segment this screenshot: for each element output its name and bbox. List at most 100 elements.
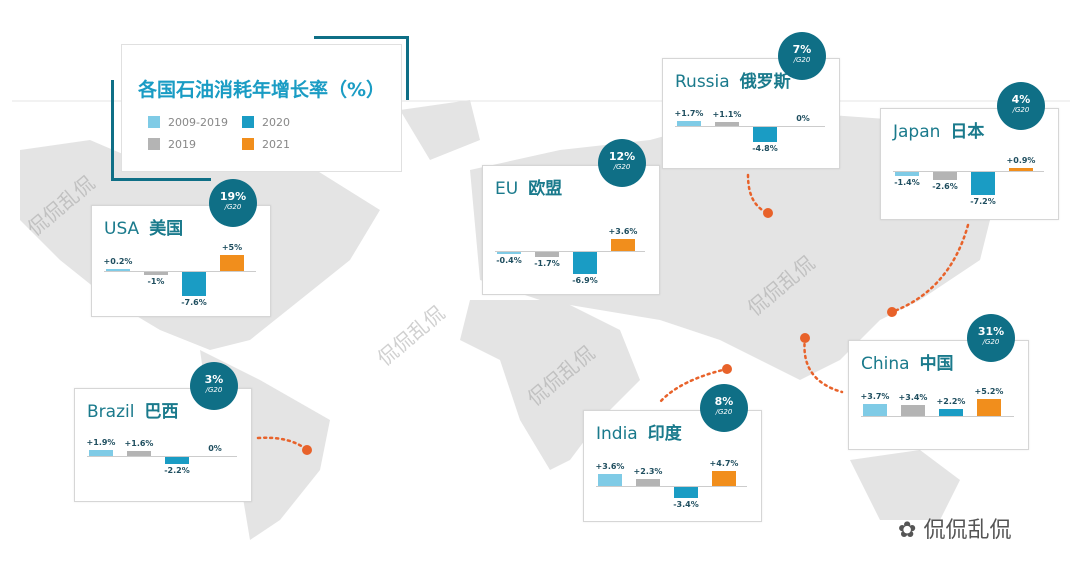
panel-title: Japan 日本 <box>893 117 984 142</box>
bracket-line <box>111 178 211 181</box>
data-label: 0% <box>796 114 810 123</box>
data-label: +1.6% <box>124 438 154 448</box>
country-zh: 俄罗斯 <box>739 72 791 92</box>
country-en: China <box>861 354 910 374</box>
country-en: EU <box>495 179 519 199</box>
location-dot <box>800 333 810 343</box>
bar <box>863 404 887 416</box>
legend: 各国石油消耗年增长率（%） 2009-2019 2020 2019 2021 <box>121 44 402 172</box>
connector-line <box>746 173 770 215</box>
bar <box>182 272 206 297</box>
panel-title: China 中国 <box>861 349 954 374</box>
panel-russia: Russia 俄罗斯 +1.7% +1.1% -4.8% 0% <box>662 58 840 169</box>
bar <box>712 470 736 486</box>
data-label: 0% <box>208 444 222 453</box>
data-label: -3.4% <box>673 499 699 509</box>
bar <box>1009 168 1033 171</box>
data-label: +3.7% <box>860 392 890 402</box>
panel-title: USA 美国 <box>104 214 183 239</box>
country-en: Russia <box>675 72 730 92</box>
share-badge: 7%/G20 <box>778 32 826 80</box>
baseline <box>861 416 1014 417</box>
bar <box>573 252 597 275</box>
legend-item: 2009-2019 <box>148 116 228 129</box>
location-dot <box>763 208 773 218</box>
bar <box>901 405 925 416</box>
bar <box>674 487 698 498</box>
country-zh: 日本 <box>950 122 985 142</box>
bar <box>636 478 660 486</box>
panel-title: India 印度 <box>596 419 682 444</box>
bar <box>939 408 963 416</box>
baseline <box>87 456 237 457</box>
data-label: -7.2% <box>970 197 996 207</box>
data-label: -7.6% <box>181 298 207 308</box>
baseline <box>495 251 645 252</box>
baseline <box>596 486 747 487</box>
panel-eu: EU 欧盟 -0.4% -1.7% -6.9% +3.6% <box>482 165 660 295</box>
bar <box>598 474 622 486</box>
panel-title: Brazil 巴西 <box>87 397 178 422</box>
bar <box>895 172 919 177</box>
country-en: India <box>596 424 638 444</box>
data-label: -2.6% <box>932 182 958 192</box>
data-label: -1.4% <box>894 178 920 188</box>
data-label: -6.9% <box>572 276 598 286</box>
baseline <box>893 171 1044 172</box>
bar <box>715 122 739 126</box>
baseline <box>675 126 825 127</box>
country-zh: 印度 <box>647 424 682 444</box>
country-zh: 巴西 <box>144 402 179 422</box>
connector-line <box>890 223 970 314</box>
data-label: +3.6% <box>608 227 638 237</box>
connector-line <box>658 367 729 404</box>
data-label: +5.2% <box>974 387 1004 397</box>
baseline <box>104 271 256 272</box>
bar <box>933 172 957 181</box>
bar <box>165 457 189 465</box>
data-label: +1.9% <box>86 437 116 447</box>
bar <box>220 255 244 271</box>
bar <box>144 272 168 276</box>
chart-title: 各国石油消耗年增长率（%） <box>138 79 386 101</box>
bar <box>611 239 635 251</box>
bar <box>127 450 151 456</box>
legend-item: 2019 <box>148 138 196 151</box>
legend-item: 2021 <box>242 138 290 151</box>
panel-title: EU 欧盟 <box>495 174 562 199</box>
panel-title: Russia 俄罗斯 <box>675 67 791 92</box>
bar <box>977 399 1001 416</box>
country-zh: 美国 <box>149 219 184 239</box>
data-label: -2.2% <box>164 466 190 476</box>
data-label: +2.3% <box>633 466 663 476</box>
bracket-line <box>314 36 408 39</box>
data-label: -1.7% <box>534 259 560 269</box>
bar <box>753 127 777 143</box>
bar <box>89 449 113 456</box>
location-dot <box>722 364 732 374</box>
share-badge: 31%/G20 <box>967 314 1015 362</box>
location-dot <box>302 445 312 455</box>
country-zh: 中国 <box>919 354 954 374</box>
location-dot <box>887 307 897 317</box>
data-label: -0.4% <box>496 256 522 265</box>
country-en: USA <box>104 219 140 239</box>
bar <box>497 252 521 254</box>
bar <box>106 269 130 271</box>
footer-brand: ✿ 侃侃乱侃 <box>898 518 1012 543</box>
data-label: +4.7% <box>709 458 739 468</box>
bracket-line <box>111 80 114 180</box>
share-badge: 4%/G20 <box>997 82 1045 130</box>
bracket-line <box>406 36 409 100</box>
connector-line <box>803 336 844 394</box>
share-badge: 3%/G20 <box>190 362 238 410</box>
data-label: -4.8% <box>752 144 778 154</box>
data-label: +5% <box>221 243 243 252</box>
share-badge: 12%/G20 <box>598 139 646 187</box>
panel-japan: Japan 日本 -1.4% -2.6% -7.2% +0.9% <box>880 108 1059 220</box>
data-label: +0.2% <box>103 257 133 266</box>
data-label: +1.7% <box>674 108 704 118</box>
country-zh: 欧盟 <box>528 179 563 199</box>
